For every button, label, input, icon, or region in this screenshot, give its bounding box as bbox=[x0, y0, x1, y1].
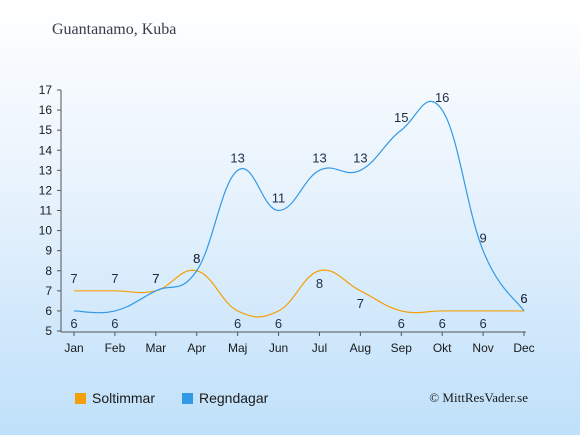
data-label-regndagar: 11 bbox=[272, 191, 286, 206]
y-tick-label: 5 bbox=[45, 324, 52, 338]
y-tick-label: 14 bbox=[39, 143, 53, 157]
legend-label-regndagar: Regndagar bbox=[199, 390, 269, 406]
legend-item-soltimmar: Soltimmar bbox=[75, 390, 155, 406]
legend-item-regndagar: Regndagar bbox=[182, 390, 268, 406]
data-label-soltimmar: 7 bbox=[152, 271, 159, 286]
data-label-soltimmar: 7 bbox=[70, 271, 77, 286]
y-tick-label: 9 bbox=[45, 244, 52, 258]
x-tick-label: Nov bbox=[472, 341, 493, 355]
data-label-soltimmar: 8 bbox=[193, 251, 200, 266]
data-label-soltimmar: 8 bbox=[316, 276, 323, 291]
data-label-regndagar: 13 bbox=[230, 150, 244, 165]
y-tick-label: 13 bbox=[39, 163, 53, 177]
data-label-regndagar: 9 bbox=[479, 231, 486, 246]
legend-swatch-regndagar bbox=[182, 392, 193, 404]
x-tick-label: Maj bbox=[228, 341, 247, 355]
data-label-regndagar: 6 bbox=[111, 316, 118, 331]
y-tick-label: 15 bbox=[39, 123, 53, 137]
data-label-soltimmar: 7 bbox=[357, 296, 364, 311]
series-line-soltimmar bbox=[74, 269, 524, 318]
y-tick-label: 16 bbox=[39, 103, 53, 117]
data-label-soltimmar: 6 bbox=[234, 316, 241, 331]
y-tick-label: 7 bbox=[45, 284, 52, 298]
data-label-soltimmar: 6 bbox=[520, 291, 527, 306]
credit-text: © MittResVader.se bbox=[429, 390, 528, 405]
data-label-regndagar: 15 bbox=[394, 110, 408, 125]
data-label-regndagar: 6 bbox=[520, 291, 527, 306]
x-tick-label: Dec bbox=[513, 341, 534, 355]
data-label-regndagar: 8 bbox=[193, 251, 200, 266]
data-label-regndagar: 6 bbox=[70, 316, 77, 331]
x-tick-label: Mar bbox=[145, 341, 166, 355]
y-tick-label: 8 bbox=[45, 264, 52, 278]
x-tick-label: Jan bbox=[64, 341, 83, 355]
x-tick-label: Feb bbox=[105, 341, 126, 355]
y-tick-label: 10 bbox=[39, 224, 53, 238]
chart-title: Guantanamo, Kuba bbox=[52, 21, 177, 38]
data-label-soltimmar: 6 bbox=[439, 316, 446, 331]
x-tick-label: Apr bbox=[187, 341, 206, 355]
data-label-soltimmar: 6 bbox=[398, 316, 405, 331]
y-tick-label: 6 bbox=[45, 304, 52, 318]
legend-swatch-soltimmar bbox=[75, 392, 86, 404]
y-tick-label: 12 bbox=[39, 183, 53, 197]
y-tick-label: 17 bbox=[39, 83, 53, 97]
y-tick-label: 11 bbox=[40, 204, 53, 218]
x-tick-label: Jul bbox=[312, 341, 327, 355]
data-label-regndagar: 16 bbox=[435, 90, 449, 105]
series-line-regndagar bbox=[73, 100, 525, 314]
data-label-regndagar: 13 bbox=[353, 150, 367, 165]
x-tick-label: Okt bbox=[433, 341, 452, 355]
data-label-regndagar: 7 bbox=[152, 271, 159, 286]
x-tick-label: Aug bbox=[350, 341, 371, 355]
x-tick-label: Sep bbox=[391, 341, 413, 355]
x-tick-label: Jun bbox=[269, 341, 288, 355]
legend-label-soltimmar: Soltimmar bbox=[92, 390, 156, 406]
data-label-soltimmar: 6 bbox=[479, 316, 486, 331]
data-label-regndagar: 13 bbox=[312, 150, 326, 165]
data-label-soltimmar: 7 bbox=[111, 271, 118, 286]
data-label-soltimmar: 6 bbox=[275, 316, 282, 331]
